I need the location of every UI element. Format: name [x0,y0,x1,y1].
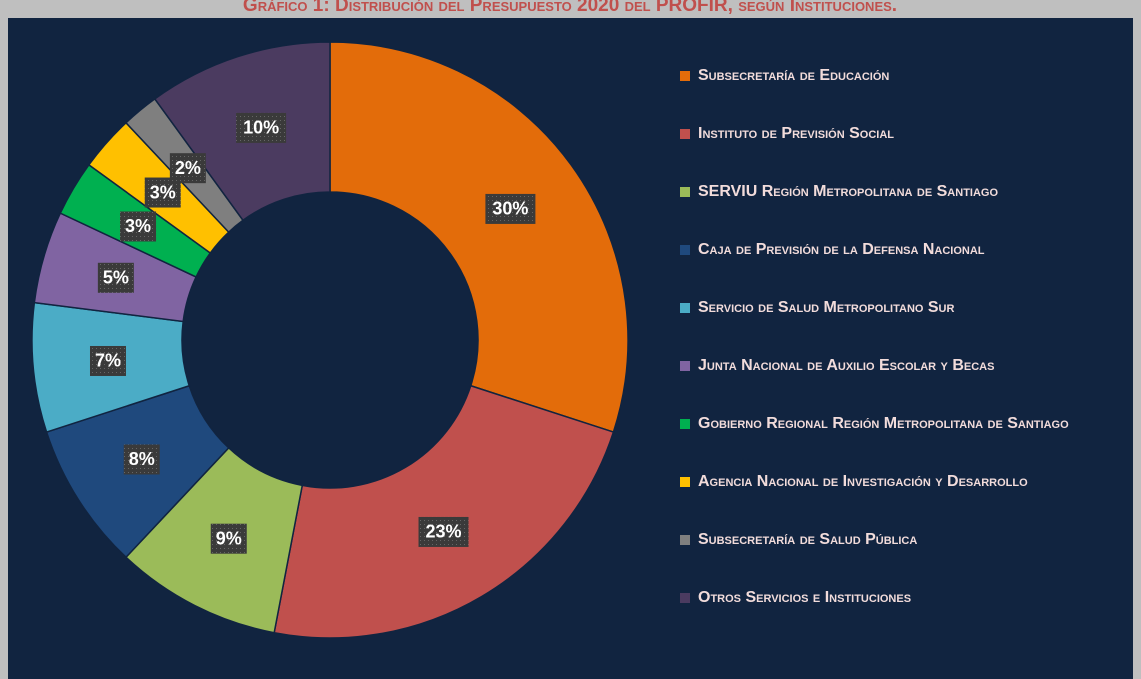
legend-item: Subsecretaría de Educación [680,62,1125,90]
data-label: 10% [243,118,279,138]
slice [273,384,615,639]
data-label: 7% [95,351,121,371]
data-label: 2% [175,158,201,178]
legend-swatch [680,303,690,313]
legend-swatch [680,71,690,81]
legend-item: Servicio de Salud Metropolitano Sur [680,294,1125,322]
data-label-box [169,153,206,184]
legend-item: Instituto de Previsión Social [680,120,1125,148]
legend-label: Subsecretaría de Salud Pública [698,531,918,548]
legend-item: Gobierno Regional Región Metropolitana d… [680,410,1125,438]
legend-swatch [680,477,690,487]
data-label: 5% [103,268,129,288]
legend-label: Caja de Previsión de la Defensa Nacional [698,241,985,258]
legend-label: Otros Servicios e Instituciones [698,589,912,606]
data-label-box [485,193,536,224]
legend-swatch [680,419,690,429]
legend-item: Agencia Nacional de Investigación y Desa… [680,468,1125,496]
data-label: 23% [426,522,462,542]
legend-swatch [680,593,690,603]
data-label-box [120,211,157,242]
data-label: 30% [492,199,528,219]
legend-item: Otros Servicios e Instituciones [680,584,1125,612]
legend-swatch [680,129,690,139]
legend-item: Junta Nacional de Auxilio Escolar y Beca… [680,352,1125,380]
legend-label: Subsecretaría de Educación [698,67,890,84]
data-label: 3% [150,182,176,202]
legend-label: Gobierno Regional Región Metropolitana d… [698,415,1069,432]
legend-item: SERVIU Región Metropolitana de Santiago [680,178,1125,206]
legend-label: Instituto de Previsión Social [698,125,894,142]
legend-swatch [680,361,690,371]
data-label-box [210,523,247,554]
data-label: 9% [216,528,242,548]
data-label-box [97,262,134,293]
slice [329,41,629,434]
legend-label: SERVIU Región Metropolitana de Santiago [698,183,999,200]
legend-label: Agencia Nacional de Investigación y Desa… [698,473,1028,490]
data-label: 8% [129,449,155,469]
legend-swatch [680,535,690,545]
legend-swatch [680,187,690,197]
chart-title: Gráfico 1: Distribución del Presupuesto … [243,0,897,16]
legend-item: Caja de Previsión de la Defensa Nacional [680,236,1125,264]
legend-label: Servicio de Salud Metropolitano Sur [698,299,955,316]
data-label-box [89,345,126,376]
legend-label: Junta Nacional de Auxilio Escolar y Beca… [698,357,995,374]
data-label-box [418,516,469,547]
data-label-box [123,444,160,475]
legend-item: Subsecretaría de Salud Pública [680,526,1125,554]
data-label-box [236,112,287,143]
legend-swatch [680,245,690,255]
data-label: 3% [125,216,151,236]
